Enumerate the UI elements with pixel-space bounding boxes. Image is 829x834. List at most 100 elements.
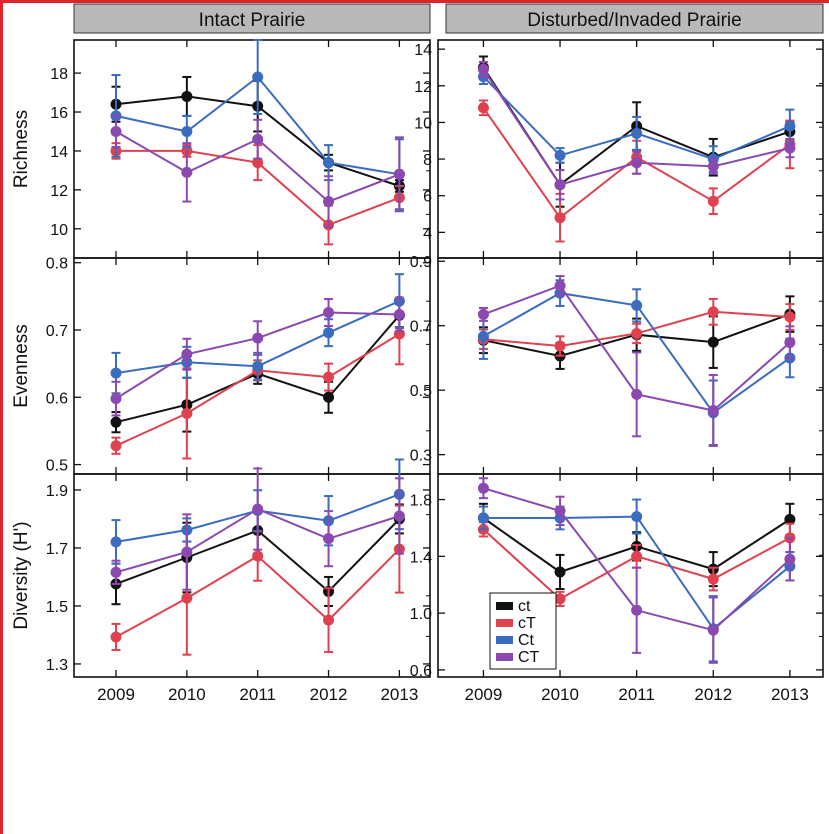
- x-tick-label: 2011: [618, 685, 655, 704]
- row-label: Diversity (H'): [11, 521, 32, 629]
- figure-frame-left: [0, 0, 3, 834]
- data-point-CT: [784, 336, 796, 348]
- legend-label-Ct: Ct: [518, 632, 535, 649]
- data-point-CT: [554, 505, 566, 517]
- data-point-CT: [631, 388, 643, 400]
- y-tick-label: 10: [50, 222, 68, 239]
- data-point-cT: [181, 592, 193, 604]
- figure-frame-top: [0, 0, 829, 3]
- data-point-CT: [477, 482, 489, 494]
- data-point-Ct: [784, 120, 796, 132]
- data-point-cT: [477, 102, 489, 114]
- data-point-cT: [181, 407, 193, 419]
- x-tick-label: 2012: [694, 685, 732, 704]
- data-point-Ct: [252, 360, 264, 372]
- legend-swatch-Ct: [496, 636, 513, 644]
- data-point-ct: [784, 513, 796, 525]
- data-point-Ct: [477, 330, 489, 342]
- data-point-CT: [707, 404, 719, 416]
- data-point-CT: [631, 604, 643, 616]
- data-point-CT: [252, 332, 264, 344]
- x-tick-label: 2009: [465, 685, 503, 704]
- data-point-CT: [784, 553, 796, 565]
- data-point-CT: [323, 533, 335, 545]
- y-tick-label: 1.9: [46, 483, 68, 500]
- y-tick-label: 1.4: [410, 549, 432, 566]
- data-point-CT: [707, 624, 719, 636]
- data-point-CT: [477, 63, 489, 75]
- data-point-Ct: [181, 125, 193, 137]
- panel-title: Intact Prairie: [199, 10, 306, 31]
- data-point-Ct: [110, 367, 122, 379]
- legend-label-ct: ct: [518, 598, 531, 615]
- y-tick-label: 0.5: [410, 383, 432, 400]
- data-point-cT: [252, 157, 264, 169]
- y-tick-label: 1.5: [46, 599, 68, 616]
- data-point-CT: [631, 157, 643, 169]
- legend-label-cT: cT: [518, 615, 536, 632]
- x-tick-label: 2011: [239, 685, 276, 704]
- data-point-CT: [393, 309, 405, 321]
- data-point-CT: [393, 168, 405, 180]
- x-tick-label: 2013: [771, 685, 809, 704]
- data-point-Ct: [477, 512, 489, 524]
- panel-frame: [437, 473, 824, 678]
- panel-frame: [73, 473, 431, 678]
- data-point-CT: [784, 142, 796, 154]
- y-tick-label: 0.7: [46, 323, 68, 340]
- y-tick-label: 1.0: [410, 606, 432, 623]
- data-point-Ct: [323, 157, 335, 169]
- y-tick-label: 6: [423, 189, 432, 206]
- row-label: Evenness: [11, 324, 32, 407]
- y-tick-label: 1.7: [46, 541, 68, 558]
- data-point-Ct: [252, 71, 264, 83]
- data-point-Ct: [631, 299, 643, 311]
- data-point-CT: [707, 160, 719, 172]
- y-tick-label: 0.9: [410, 254, 432, 271]
- data-point-CT: [181, 348, 193, 360]
- y-tick-label: 0.3: [410, 448, 432, 465]
- data-point-CT: [110, 566, 122, 578]
- x-tick-label: 2010: [168, 685, 206, 704]
- data-point-ct: [554, 566, 566, 578]
- panel-title-strip: [73, 3, 431, 34]
- legend-swatch-cT: [496, 619, 513, 627]
- x-tick-label: 2012: [310, 685, 348, 704]
- legend-swatch-CT: [496, 653, 513, 661]
- data-point-CT: [181, 546, 193, 558]
- y-tick-label: 8: [423, 152, 432, 169]
- data-point-CT: [393, 510, 405, 522]
- data-point-cT: [323, 371, 335, 383]
- data-point-CT: [181, 166, 193, 178]
- data-point-cT: [554, 340, 566, 352]
- data-point-ct: [323, 391, 335, 403]
- data-point-CT: [477, 308, 489, 320]
- data-point-Ct: [323, 327, 335, 339]
- y-tick-label: 14: [414, 42, 432, 59]
- data-point-CT: [323, 196, 335, 208]
- data-point-CT: [252, 503, 264, 515]
- data-point-cT: [631, 327, 643, 339]
- data-point-CT: [554, 280, 566, 292]
- row-label: Richness: [11, 110, 32, 188]
- data-point-cT: [784, 311, 796, 323]
- y-tick-label: 12: [414, 79, 432, 96]
- y-tick-label: 0.6: [46, 390, 68, 407]
- y-tick-label: 16: [50, 105, 68, 122]
- y-tick-label: 0.5: [46, 458, 68, 475]
- data-point-cT: [707, 306, 719, 318]
- data-point-cT: [707, 573, 719, 585]
- x-tick-label: 2013: [380, 685, 418, 704]
- data-point-CT: [554, 179, 566, 191]
- y-tick-label: 0.6: [410, 663, 432, 680]
- data-point-ct: [181, 90, 193, 102]
- panel-frame: [437, 39, 824, 259]
- data-point-Ct: [110, 536, 122, 548]
- data-point-cT: [323, 614, 335, 626]
- data-point-Ct: [631, 511, 643, 523]
- data-point-cT: [110, 631, 122, 643]
- data-point-CT: [323, 307, 335, 319]
- y-tick-label: 1.3: [46, 657, 68, 674]
- x-tick-label: 2010: [541, 685, 579, 704]
